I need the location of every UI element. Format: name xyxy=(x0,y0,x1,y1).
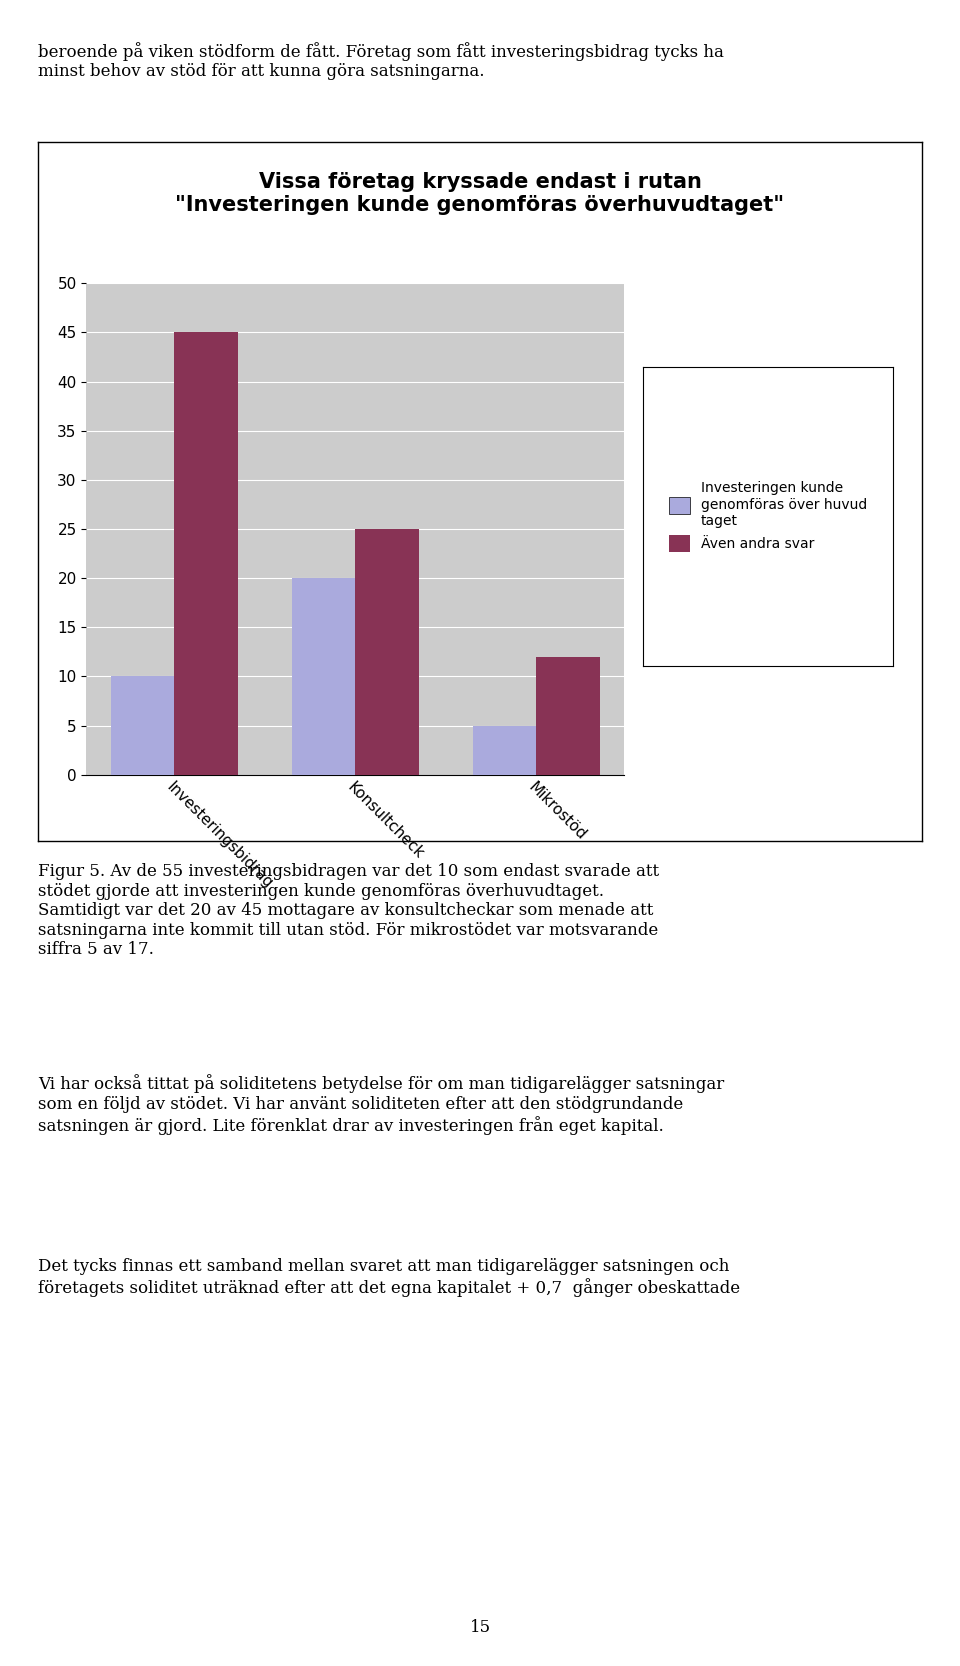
Bar xyxy=(110,676,174,775)
Bar xyxy=(537,656,600,775)
Bar xyxy=(355,530,419,775)
Text: Det tycks finnas ett samband mellan svaret att man tidigarelägger satsningen och: Det tycks finnas ett samband mellan svar… xyxy=(38,1258,740,1296)
Text: Figur 5. Av de 55 investeringsbidragen var det 10 som endast svarade att
stödet : Figur 5. Av de 55 investeringsbidragen v… xyxy=(38,863,660,958)
Text: beroende på viken stödform de fått. Företag som fått investeringsbidrag tycks ha: beroende på viken stödform de fått. Före… xyxy=(38,42,724,80)
Bar xyxy=(174,332,237,775)
Text: Vissa företag kryssade endast i rutan
"Investeringen kunde genomföras överhuvudt: Vissa företag kryssade endast i rutan "I… xyxy=(176,172,784,215)
Bar xyxy=(292,578,355,775)
Text: 15: 15 xyxy=(469,1619,491,1636)
Legend: Investeringen kunde
genomföras över huvud
taget, Även andra svar: Investeringen kunde genomföras över huvu… xyxy=(662,475,874,558)
Bar xyxy=(473,726,537,775)
Text: Vi har också tittat på soliditetens betydelse för om man tidigarelägger satsning: Vi har också tittat på soliditetens bety… xyxy=(38,1075,725,1135)
